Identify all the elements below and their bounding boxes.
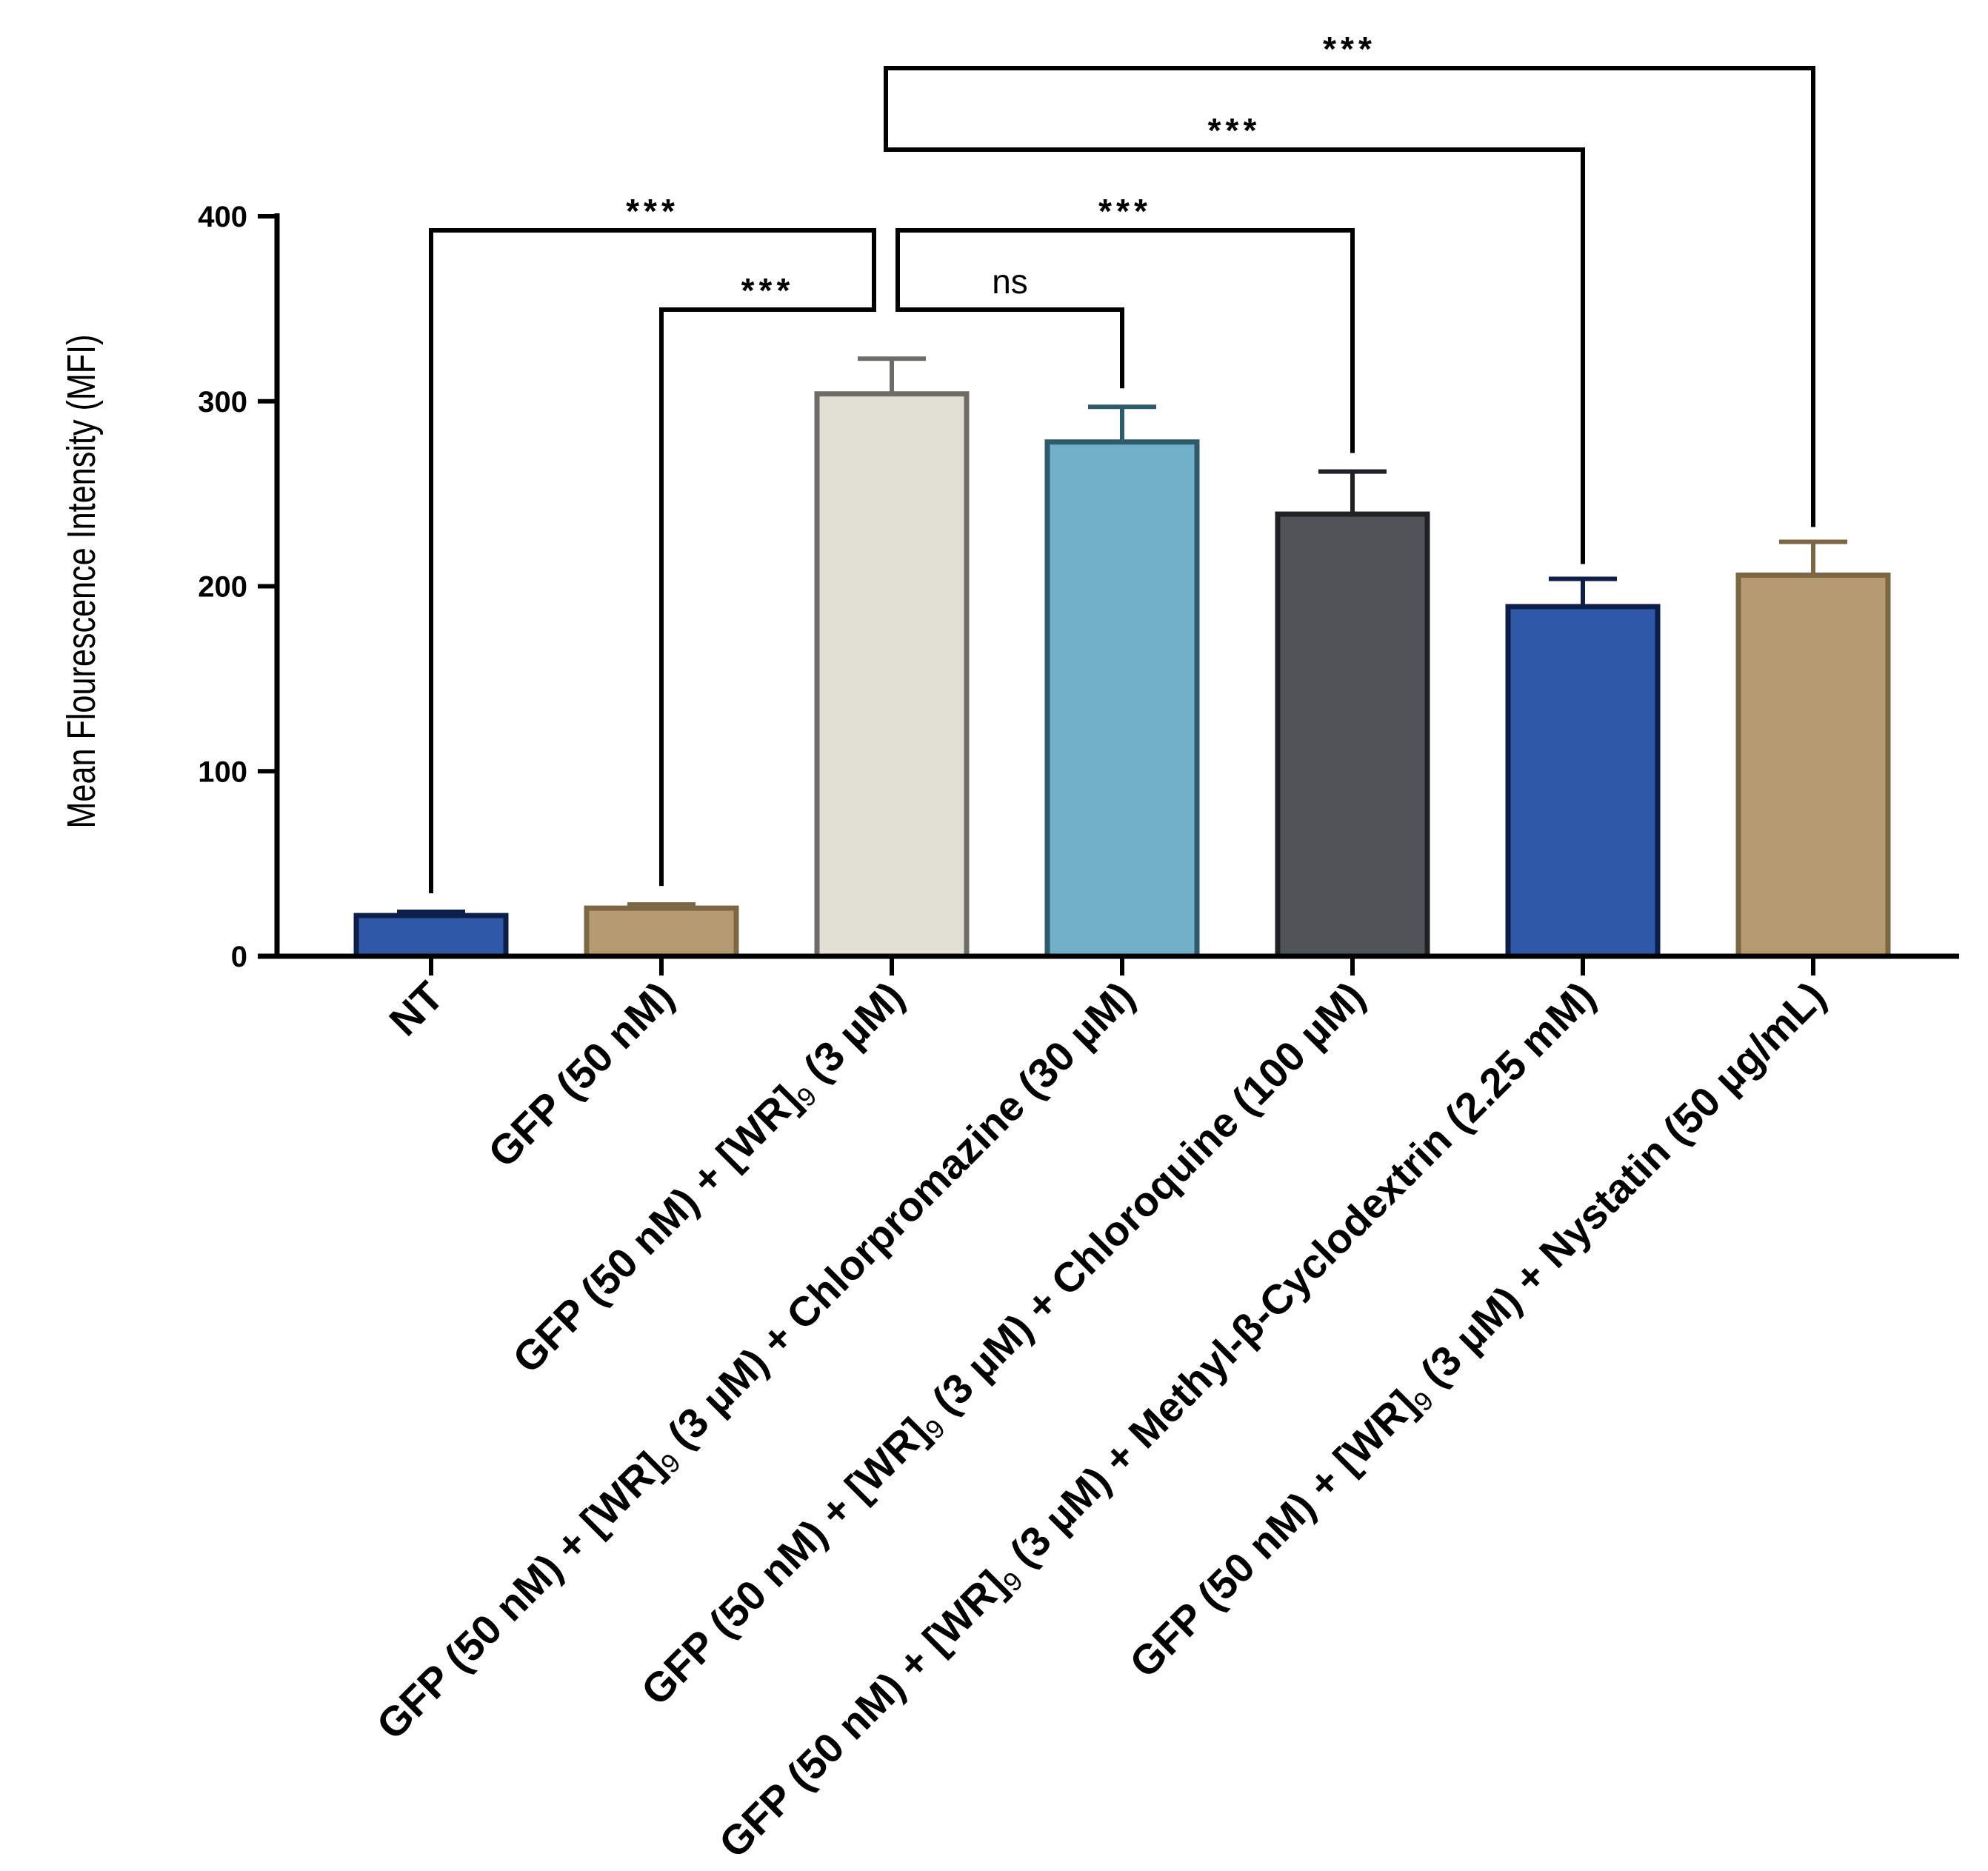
significance-bracket-0: [429, 228, 876, 894]
significance-bracket-5: [884, 66, 1815, 527]
y-ticks-group: 0 100 200 300 400: [198, 201, 277, 973]
bar-0: [353, 913, 509, 959]
label-text: (3 µM): [787, 973, 913, 1099]
x-tick-label: GFP (50 nM) + [WR]9 (3 µM): [504, 973, 916, 1385]
x-tick-label: NT: [380, 973, 452, 1044]
bar-4: [1275, 511, 1430, 959]
significance-bracket-4: [884, 133, 1585, 564]
bar-5: [1505, 604, 1661, 959]
y-tick-label: 400: [198, 201, 247, 233]
bar-2: [814, 391, 970, 959]
significance-label: ***: [1208, 111, 1261, 150]
x-tick-label: GFP (50 nM) + [WR]9 (3 µM) + Chlorpromaz…: [367, 973, 1147, 1752]
significance-bracket-1: [659, 289, 876, 887]
y-tick-label: 300: [198, 386, 247, 418]
significance-brackets-group: *** *** ns *** *** ***: [429, 30, 1815, 894]
significance-label: ***: [741, 271, 795, 310]
label-text: GFP (50 nM) + [WR]: [367, 1443, 673, 1748]
y-tick-label: 200: [198, 571, 247, 604]
x-tick-label: GFP (50 nM) + [WR]9 (3 µM) + Methyl-β-Cy…: [710, 973, 1607, 1870]
significance-label: ns: [992, 262, 1028, 301]
significance-label: ***: [1323, 30, 1376, 68]
x-ticks-group: NT GFP (50 nM)GFP (50 nM) + [WR]9 (3 µM)G…: [367, 956, 1835, 1870]
y-tick-label: 0: [231, 941, 247, 973]
label-text: (3 µM) + Chloroquine (100 µM): [915, 973, 1373, 1431]
bar-3: [1044, 439, 1200, 959]
label-text: (3 µM) + Chlorpromazine (30 µM): [650, 973, 1144, 1466]
label-text: GFP (50 nM): [479, 973, 683, 1176]
label-text: NT: [380, 973, 452, 1044]
y-tick-label: 100: [198, 756, 247, 788]
x-tick-label: GFP (50 nM): [479, 973, 683, 1176]
significance-label: ***: [626, 192, 679, 230]
bar-6: [1735, 573, 1891, 959]
label-text: (3 µM) + Nystatin (50 µg/mL): [1404, 973, 1835, 1404]
bars-group: [353, 391, 1891, 959]
significance-label: ***: [1098, 192, 1152, 230]
y-axis-title: Mean Flourescence Intensity (MFI): [60, 334, 104, 828]
bar-1: [584, 905, 739, 959]
significance-bracket-2: [895, 289, 1124, 389]
error-bars-group: [397, 356, 1847, 916]
significance-bracket-3: [895, 228, 1355, 453]
